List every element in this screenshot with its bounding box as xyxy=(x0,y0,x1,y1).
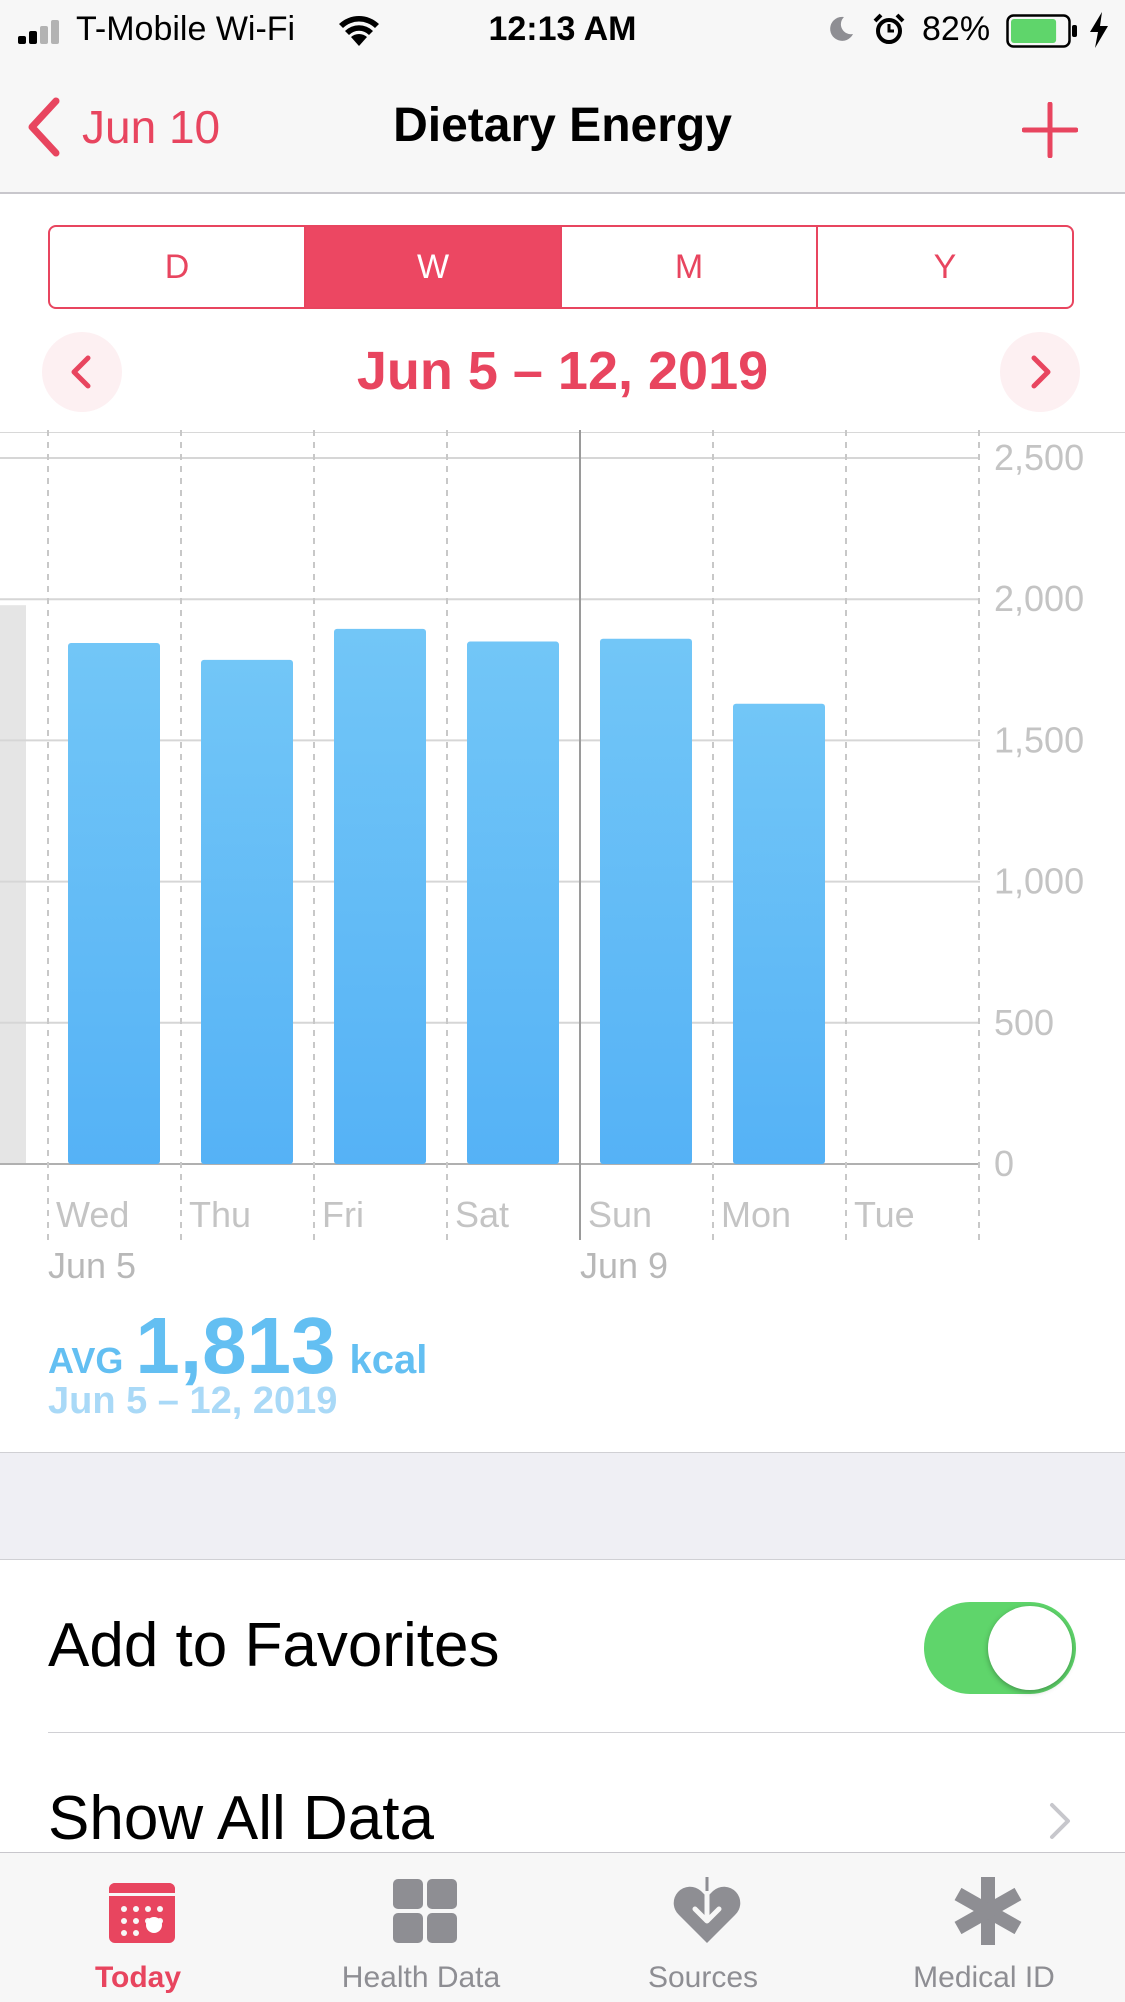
previous-period-bar xyxy=(0,605,26,1164)
show-all-data-label: Show All Data xyxy=(48,1784,434,1853)
x-tick-label: Sat xyxy=(455,1194,509,1235)
add-to-favorites-row: Add to Favorites xyxy=(0,1560,1125,1732)
date-range-title: Jun 5 – 12, 2019 xyxy=(356,341,769,401)
average-unit: kcal xyxy=(349,1338,428,1382)
tab-health-data[interactable]: Health Data xyxy=(321,1853,521,2002)
segment-w[interactable]: W xyxy=(306,227,562,307)
status-bar: T-Mobile Wi-Fi 12:13 AM 82% xyxy=(0,0,1125,62)
y-tick-label: 2,000 xyxy=(994,578,1084,619)
tab-label: Sources xyxy=(647,1961,759,1994)
divider xyxy=(48,1732,1125,1733)
chevron-right-icon xyxy=(1031,355,1051,389)
bar-sun xyxy=(600,638,692,1164)
bar-mon xyxy=(733,703,825,1164)
heart-download-icon xyxy=(673,1875,741,1943)
x-tick-label: Sun xyxy=(588,1194,652,1235)
average-label: AVG xyxy=(48,1340,124,1381)
tab-today[interactable]: Today xyxy=(38,1853,238,2002)
clock: 12:13 AM xyxy=(488,10,637,48)
x-tick-label: Fri xyxy=(322,1194,364,1235)
tab-label: Medical ID xyxy=(913,1961,1055,1994)
add-to-favorites-label: Add to Favorites xyxy=(48,1611,500,1680)
y-tick-label: 1,500 xyxy=(994,719,1084,760)
dietary-energy-chart[interactable]: 2,500 2,000 1,500 1,000 500 0 Wed Jun 5 Thu Fri Sa… xyxy=(0,430,1125,1310)
next-period-button[interactable] xyxy=(1000,332,1080,412)
average-summary: AVG 1,813 kcal xyxy=(48,1300,428,1390)
y-tick-label: 1,000 xyxy=(994,861,1084,902)
navigation-bar: Jun 10 Dietary Energy xyxy=(0,62,1125,194)
bar-sat xyxy=(467,641,559,1164)
date-range-navigator: Jun 5 – 12, 2019 xyxy=(0,330,1125,414)
calendar-icon xyxy=(109,1883,175,1943)
chevron-left-icon xyxy=(28,97,60,157)
back-button[interactable]: Jun 10 xyxy=(24,92,220,162)
segment-m[interactable]: M xyxy=(562,227,818,307)
page-title: Dietary Energy xyxy=(393,99,732,152)
x-date-label: Jun 5 xyxy=(48,1245,136,1286)
chevron-right-icon xyxy=(1050,1803,1070,1839)
bar-thu xyxy=(201,659,293,1164)
segment-y[interactable]: Y xyxy=(933,247,957,286)
tab-medical-id[interactable]: Medical ID xyxy=(884,1853,1084,2002)
favorites-toggle[interactable] xyxy=(924,1602,1076,1694)
previous-period-button[interactable] xyxy=(42,332,122,412)
carrier-label: T-Mobile Wi-Fi xyxy=(76,10,296,48)
moon-icon xyxy=(830,16,853,41)
x-tick-label: Mon xyxy=(721,1194,791,1235)
y-tick-label: 500 xyxy=(994,1002,1054,1043)
average-value: 1,813 xyxy=(135,1301,336,1390)
toggle-knob xyxy=(988,1606,1072,1690)
chevron-left-icon xyxy=(71,355,91,389)
bar-wed xyxy=(68,642,160,1164)
y-tick-label: 2,500 xyxy=(994,437,1084,478)
wifi-icon xyxy=(339,16,379,46)
plus-icon[interactable] xyxy=(1022,102,1078,158)
signal-icon xyxy=(18,18,68,44)
tab-label: Today xyxy=(94,1961,182,1994)
segment-d[interactable]: D xyxy=(50,227,306,307)
charging-bolt-icon xyxy=(1090,12,1108,48)
back-label: Jun 10 xyxy=(82,101,221,153)
divider xyxy=(0,432,1125,433)
grid-icon xyxy=(393,1879,457,1943)
bar-fri xyxy=(334,628,426,1164)
tab-bar: Today Health Data Sources Medical ID xyxy=(0,1852,1125,2002)
x-tick-label: Thu xyxy=(189,1194,251,1235)
x-tick-label: Tue xyxy=(854,1194,915,1235)
alarm-icon xyxy=(873,13,905,44)
x-date-label: Jun 9 xyxy=(580,1245,668,1286)
battery-percent: 82% xyxy=(922,10,991,48)
section-separator xyxy=(0,1452,1125,1560)
tab-label: Health Data xyxy=(341,1961,501,1994)
asterisk-icon xyxy=(954,1877,1022,1945)
x-tick-label: Wed xyxy=(56,1194,129,1235)
y-tick-label: 0 xyxy=(994,1143,1014,1184)
tab-sources[interactable]: Sources xyxy=(603,1853,803,2002)
battery-icon xyxy=(1006,14,1077,48)
average-range: Jun 5 – 12, 2019 xyxy=(48,1380,338,1422)
